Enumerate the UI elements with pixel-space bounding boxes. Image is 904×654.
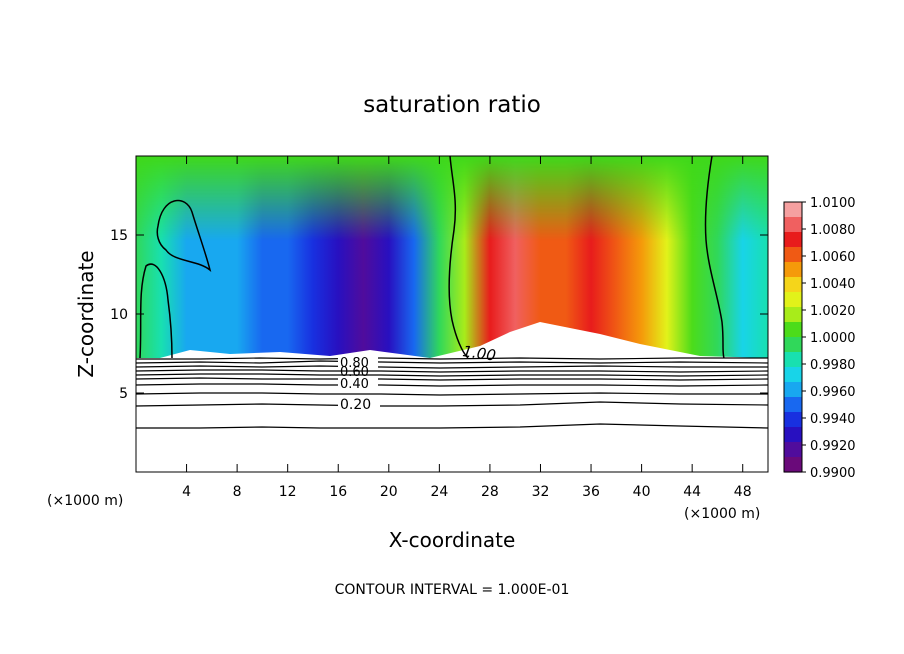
x-tick-label: 44: [683, 484, 701, 500]
plot-area: [136, 156, 768, 429]
saturated-region: [160, 322, 768, 358]
colorbar-swatch: [784, 217, 802, 233]
colorbar-swatch: [784, 382, 802, 398]
colorbar-tick-label: 0.9980: [810, 358, 856, 373]
y-axis-label: Z-coordinate: [74, 250, 98, 377]
colorbar-tick-label: 0.9900: [810, 466, 856, 481]
contour-label-bg-0-20: [338, 397, 380, 411]
colorbar-swatch: [784, 247, 802, 263]
colorbar-swatch: [784, 307, 802, 323]
colorbar-swatch: [784, 232, 802, 248]
colorbar-tick-label: 1.0000: [810, 331, 856, 346]
colorbar-tick-label: 0.9920: [810, 439, 856, 454]
x-tick-label: 4: [182, 484, 191, 500]
x-axis-ticks: 4 8 12 16 20 24 28 32 36 40 44 48: [182, 156, 752, 500]
colorbar-swatch: [784, 262, 802, 278]
colorbar-tick-label: 1.0080: [810, 223, 856, 238]
contour-label-0-20: 0.20: [340, 397, 371, 413]
underground-contour-0-70: [136, 369, 768, 373]
colorbar-swatch: [784, 367, 802, 383]
x-tick-label: 40: [633, 484, 651, 500]
contour-label-0-60: 0.60: [340, 365, 369, 380]
x-tick-label: 24: [430, 484, 448, 500]
contour-line-1-00-upper-left: [156, 199, 212, 273]
contour-line-1-00-right: [704, 156, 725, 359]
colorbar-swatch: [784, 442, 802, 458]
x-unit-left: (×1000 m): [47, 493, 123, 509]
x-tick-label: 36: [582, 484, 600, 500]
upper-level-fill: [136, 156, 768, 358]
colorbar-swatch: [784, 427, 802, 443]
colorbar: 1.0100 1.0080 1.0060 1.0040 1.0020 1.0000 0.99…: [783, 196, 856, 481]
contour-label-0-40: 0.40: [340, 377, 369, 392]
colorbar-tick-label: 0.9940: [810, 412, 856, 427]
colorbar-swatch: [784, 202, 802, 218]
colorbar-tick-label: 0.9960: [810, 385, 856, 400]
colorbar-tick-label: 1.0020: [810, 304, 856, 319]
underground-contour-0-60: [136, 373, 768, 377]
underground-contour-0-20: [136, 401, 768, 407]
x-tick-label: 8: [233, 484, 242, 500]
y-tick-label: 15: [110, 228, 128, 244]
x-tick-label: 32: [532, 484, 550, 500]
colorbar-swatch: [784, 352, 802, 368]
contour-line-1-00-middle: [448, 156, 469, 359]
y-tick-label: 5: [119, 386, 128, 402]
underground-contour-0-10: [136, 423, 768, 429]
contour-label-bg-0-40: [338, 377, 378, 388]
y-axis-ticks: 5 10 15: [110, 228, 768, 402]
contour-label-bg-0-80: [338, 357, 378, 368]
x-tick-label: 16: [329, 484, 347, 500]
colorbar-swatch: [784, 322, 802, 338]
x-tick-label: 12: [279, 484, 297, 500]
colorbar-swatch: [784, 397, 802, 413]
underground-contour-0-80: [136, 365, 768, 369]
colorbar-swatch: [784, 292, 802, 308]
contour-interval-note: CONTOUR INTERVAL = 1.000E-01: [335, 582, 570, 598]
x-unit-right: (×1000 m): [684, 506, 760, 522]
underground-contour-0-50: [136, 377, 768, 381]
contour-label-0-80: 0.80: [340, 356, 369, 371]
x-tick-label: 28: [481, 484, 499, 500]
y-tick-label: 10: [110, 307, 128, 323]
underground-contour-0-95: [136, 357, 768, 360]
colorbar-swatch: [784, 277, 802, 293]
colorbar-tick-label: 1.0040: [810, 277, 856, 292]
x-axis-label: X-coordinate: [389, 528, 516, 552]
x-tick-label: 20: [380, 484, 398, 500]
x-tick-label: 48: [734, 484, 752, 500]
colorbar-tick-label: 1.0060: [810, 250, 856, 265]
underground-contour-0-30: [136, 392, 768, 396]
underground-contour-0-90: [136, 360, 768, 364]
colorbar-tick-label: 1.0100: [810, 196, 856, 211]
colorbar-swatch: [784, 457, 802, 473]
colorbar-swatch: [784, 337, 802, 353]
underground-contour-0-40: [136, 383, 768, 387]
chart-title: saturation ratio: [363, 92, 541, 118]
colorbar-swatch: [784, 412, 802, 428]
contour-label-1-00: 1.00: [461, 342, 497, 364]
